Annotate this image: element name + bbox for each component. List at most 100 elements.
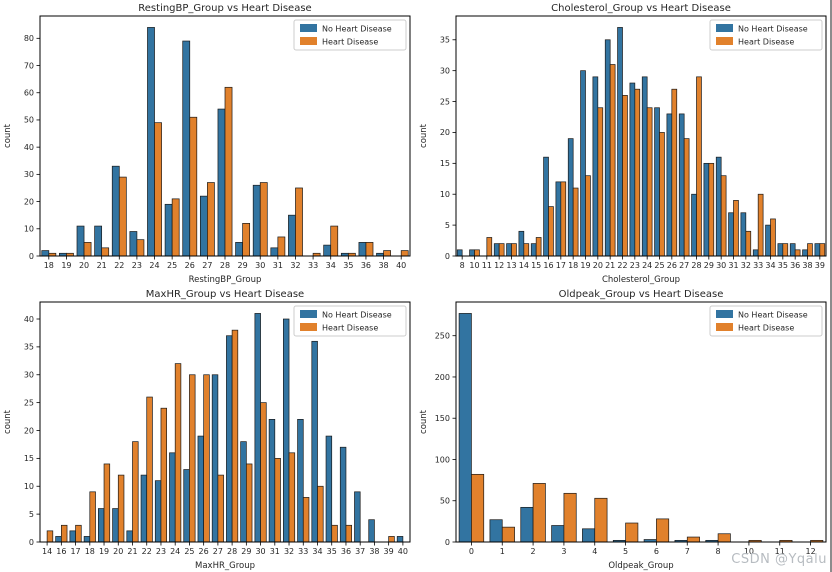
x-tick-label: 8 [716,547,721,556]
legend: No Heart Disease Heart Disease [709,305,823,337]
x-tick-label: 18 [85,547,95,556]
x-tick-label: 11 [775,547,785,556]
bar-heart-disease-21 [132,441,139,543]
bar-heart-disease-15 [535,237,542,257]
bar-no-heart-disease-36 [789,243,796,257]
y-tick-label: 15 [440,159,450,168]
bar-no-heart-disease-33 [297,419,304,543]
x-tick-label: 20 [593,261,603,270]
bar-no-heart-disease-40 [396,536,404,543]
bar-no-heart-disease-18 [567,138,574,257]
x-tick-label: 19 [580,261,590,270]
y-axis-label: count [3,409,13,434]
axes-frame [455,15,827,257]
bar-no-heart-disease-19 [97,508,105,543]
bar-heart-disease-28 [224,86,233,257]
bar-no-heart-disease-25 [164,203,173,257]
bar-heart-disease-33 [302,497,310,543]
x-tick-label: 26 [199,547,209,556]
bar-heart-disease-3 [563,492,577,543]
bar-no-heart-disease-18 [83,536,91,543]
x-tick-label: 40 [398,547,408,556]
x-tick-label: 24 [149,261,159,270]
bar-no-heart-disease-28 [226,335,233,543]
y-tick-label: 50 [24,116,34,125]
x-tick-label: 36 [361,261,371,270]
y-tick-label: 15 [24,454,34,463]
bar-heart-disease-21 [609,64,616,257]
x-tick-label: 16 [543,261,553,270]
bar-heart-disease-8 [717,533,731,543]
bar-heart-disease-31 [277,236,286,257]
bar-no-heart-disease-14 [518,230,525,257]
x-tick-label: 19 [99,547,109,556]
x-tick-label: 6 [654,547,659,556]
y-tick-label: 10 [24,482,34,491]
bar-heart-disease-20 [117,474,125,543]
x-tick-label: 39 [815,261,825,270]
bar-no-heart-disease-16 [55,536,62,543]
bar-heart-disease-32 [288,452,296,543]
legend-label: Heart Disease [322,324,378,333]
bar-no-heart-disease-26 [666,113,673,257]
bar-heart-disease-38 [807,243,813,257]
y-axis-label: count [419,123,429,148]
legend: No Heart Disease Heart Disease [293,305,407,337]
bar-no-heart-disease-39 [814,243,821,257]
x-tick-label: 4 [592,547,597,556]
x-tick-label: 32 [290,261,300,270]
bar-no-heart-disease-16 [543,156,549,257]
legend-swatch-disease [300,323,317,331]
y-tick-label: 30 [24,371,34,380]
legend-frame [709,19,823,51]
bar-heart-disease-29 [708,162,715,257]
x-tick-label: 21 [127,547,137,556]
legend-label: Heart Disease [322,38,378,47]
x-tick-label: 22 [617,261,627,270]
legend-swatch-no-disease [300,310,317,318]
bar-no-heart-disease-34 [765,224,771,257]
bar-no-heart-disease-28 [691,193,697,257]
bar-no-heart-disease-32 [288,214,296,257]
y-tick-label: 5 [445,221,450,230]
bar-no-heart-disease-29 [703,162,710,257]
chart-title: Cholesterol_Group vs Heart Disease [551,3,731,14]
bar-no-heart-disease-22 [111,165,120,257]
x-tick-label: 10 [744,547,754,556]
y-tick-label: 40 [24,315,34,324]
bar-no-heart-disease-24 [147,27,155,257]
bar-no-heart-disease-27 [211,374,219,543]
x-tick-label: 13 [506,261,516,270]
x-tick-label: 34 [326,261,336,270]
bar-no-heart-disease-13 [506,243,512,257]
x-tick-label: 37 [355,547,365,556]
bar-no-heart-disease-26 [182,40,191,257]
y-tick-label: 60 [24,89,34,98]
bar-no-heart-disease-36 [339,446,347,543]
y-tick-label: 35 [440,36,450,45]
legend-swatch-no-disease [716,310,733,318]
bar-no-heart-disease-10 [469,249,475,257]
x-tick-label: 38 [378,261,388,270]
x-tick-label: 22 [114,261,124,270]
y-tick-label: 10 [440,190,450,199]
bar-no-heart-disease-32 [740,212,747,257]
bar-no-heart-disease-34 [311,340,318,543]
bar-heart-disease-31 [733,200,739,257]
bar-heart-disease-29 [245,463,253,543]
y-tick-label: 150 [435,414,450,423]
y-tick-label: 30 [440,66,450,75]
x-tick-label: 23 [156,547,166,556]
bar-no-heart-disease-19 [580,70,586,257]
x-tick-label: 35 [327,547,337,556]
y-tick-label: 80 [24,34,34,43]
legend-label: Heart Disease [738,38,794,47]
bar-heart-disease-10 [474,249,480,257]
axes-frame [39,15,411,257]
plot-area: 0 5 10 15 20 25 30 35 40 14 16 17 18 19 20 21 22 23 24 25 26… [24,301,411,556]
bar-no-heart-disease-22 [140,474,148,543]
bar-no-heart-disease-0 [458,313,472,543]
bar-heart-disease-23 [136,239,145,257]
